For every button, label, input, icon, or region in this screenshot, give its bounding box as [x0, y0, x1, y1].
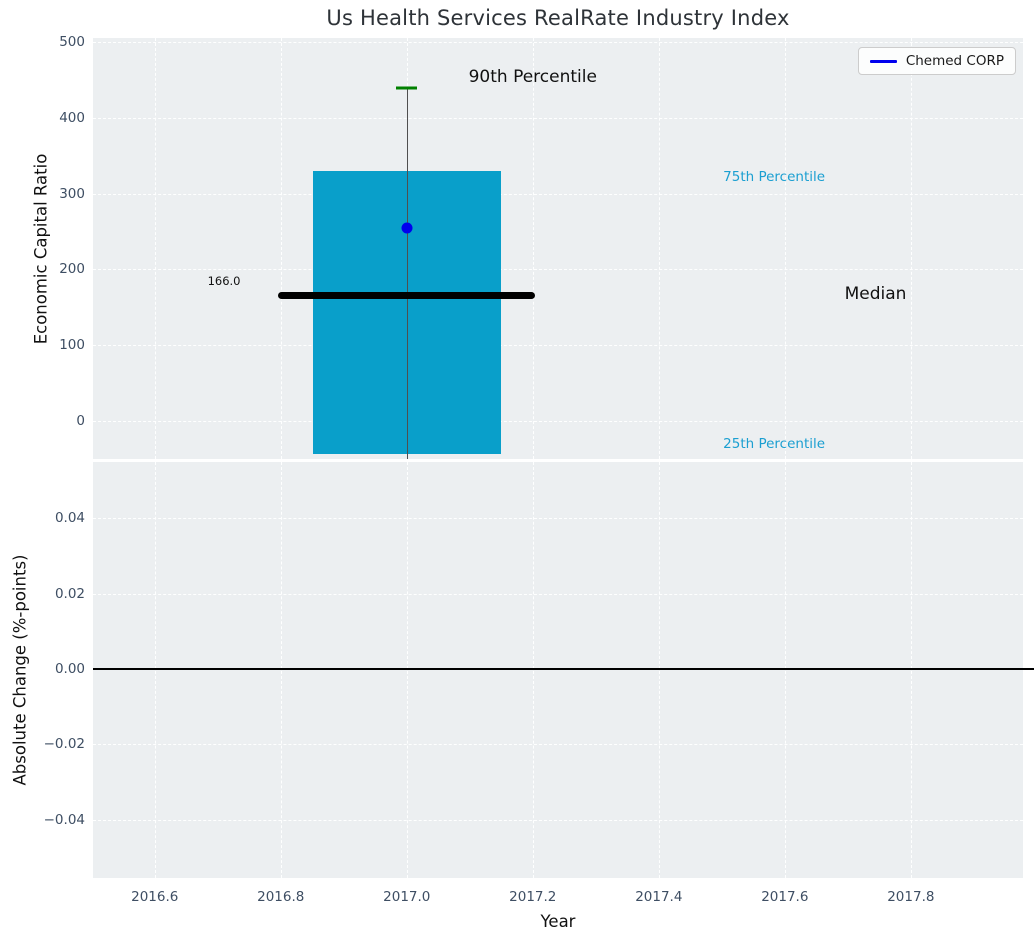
gridline-horizontal	[93, 819, 1023, 821]
y-tick-label: 200	[59, 261, 85, 278]
gridline-horizontal	[93, 744, 1023, 746]
x-tick-label: 2017.8	[887, 889, 935, 905]
gridline-horizontal	[93, 518, 1023, 520]
legend: Chemed CORP	[857, 47, 1016, 75]
y-tick-label: 0.00	[54, 660, 85, 677]
bottom-axes	[93, 462, 1023, 878]
gridline-horizontal	[93, 593, 1023, 595]
p90-cap-line	[396, 86, 418, 90]
gridline-vertical	[154, 462, 156, 878]
annotation-90th-percentile: 90th Percentile	[468, 66, 597, 87]
gridline-vertical	[532, 38, 534, 459]
gridline-vertical	[910, 38, 912, 459]
median-line	[277, 291, 535, 299]
y-tick-label: 100	[59, 337, 85, 354]
y-axis-label-bottom: Absolute Change (%-points)	[10, 554, 30, 786]
annotation-median: Median	[844, 284, 907, 305]
x-axis-label: Year	[540, 912, 576, 931]
gridline-vertical	[280, 38, 282, 459]
annotation-75th-percentile: 75th Percentile	[723, 168, 826, 185]
gridline-vertical	[658, 38, 660, 459]
y-tick-label: 300	[59, 185, 85, 202]
gridline-vertical	[658, 462, 660, 878]
chart-title: Us Health Services RealRate Industry Ind…	[326, 6, 790, 30]
x-tick-label: 2016.6	[131, 889, 179, 905]
gridline-vertical	[532, 462, 534, 878]
y-tick-label: 0.04	[54, 510, 85, 527]
x-tick-label: 2017.2	[509, 889, 557, 905]
gridline-vertical	[784, 462, 786, 878]
gridline-vertical	[910, 462, 912, 878]
x-tick-label: 2016.8	[257, 889, 305, 905]
annotation-25th-percentile: 25th Percentile	[723, 436, 826, 453]
gridline-horizontal	[93, 193, 1023, 195]
x-tick-label: 2017.0	[383, 889, 431, 905]
y-tick-label: 0	[76, 412, 85, 429]
annotation-median-value: 166.0	[207, 274, 241, 289]
y-tick-label: −0.04	[43, 811, 85, 828]
y-tick-label: 400	[59, 109, 85, 126]
gridline-horizontal	[93, 269, 1023, 271]
gridline-vertical	[784, 38, 786, 459]
x-tick-label: 2017.4	[635, 889, 683, 905]
y-tick-label: 0.02	[54, 585, 85, 602]
gridline-horizontal	[93, 117, 1023, 119]
gridline-horizontal	[93, 345, 1023, 347]
y-axis-label-top: Economic Capital Ratio	[31, 153, 51, 345]
top-axes: Chemed CORP 90th Percentile 75th Percenti…	[93, 38, 1023, 459]
legend-label: Chemed CORP	[905, 53, 1004, 69]
y-tick-label: 500	[59, 34, 85, 51]
gridline-horizontal	[93, 420, 1023, 422]
y-tick-label: −0.02	[43, 736, 85, 753]
gridline-vertical	[154, 38, 156, 459]
x-tick-label: 2017.6	[761, 889, 809, 905]
gridline-horizontal	[93, 42, 1023, 44]
legend-line-icon	[869, 59, 897, 63]
company-point	[401, 222, 413, 234]
gridline-vertical	[280, 462, 282, 878]
zero-line	[93, 667, 1034, 670]
whisker-line	[406, 87, 408, 459]
gridline-vertical	[406, 462, 408, 878]
